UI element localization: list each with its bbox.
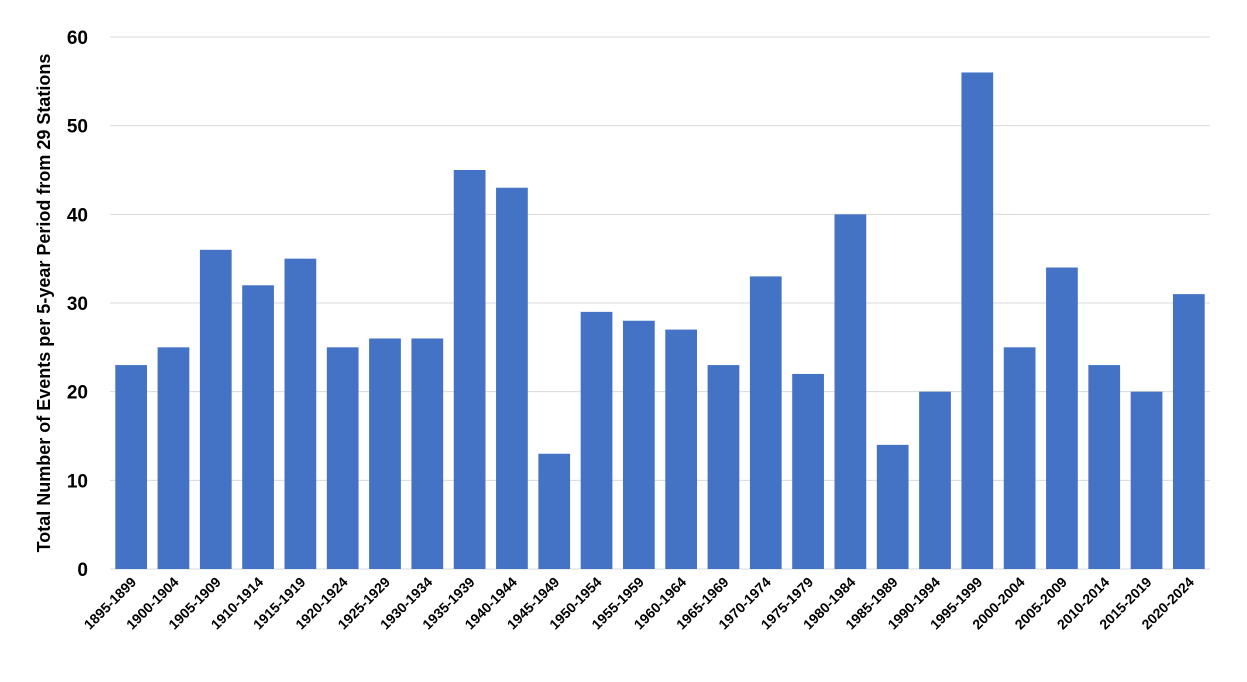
- bar-1945-1949: [538, 453, 571, 569]
- bar-2015-2019: [1130, 391, 1163, 569]
- bar-1975-1979: [792, 373, 824, 569]
- bar-1940-1944: [496, 187, 528, 569]
- gridlines: [110, 36, 1210, 570]
- bar-1930-1934: [411, 338, 444, 569]
- bar-1995-1999: [961, 72, 994, 569]
- bar-1965-1969: [707, 365, 740, 569]
- bar-1935-1939: [453, 170, 486, 569]
- bar-1970-1974: [749, 276, 782, 569]
- bar-1980-1984: [834, 214, 867, 570]
- y-tick-labels: 0 10 20 30 40 50 60: [67, 28, 88, 581]
- y-tick-label: 10: [67, 471, 88, 492]
- bar-1960-1964: [665, 329, 698, 569]
- bar-1905-1909: [199, 249, 232, 570]
- y-tick-label: 0: [77, 560, 88, 581]
- y-axis-label: Total Number of Events per 5-year Period…: [34, 54, 54, 553]
- bar-1900-1904: [157, 347, 190, 569]
- y-tick-label: 60: [67, 28, 88, 49]
- bar-1920-1924: [326, 347, 359, 569]
- bar-1955-1959: [622, 320, 655, 569]
- bar-2020-2024: [1172, 294, 1205, 569]
- bar-1985-1989: [876, 444, 909, 569]
- y-tick-label: 20: [67, 383, 88, 404]
- bar-1950-1954: [580, 311, 613, 569]
- bar-1910-1914: [242, 285, 274, 569]
- bar-1915-1919: [284, 258, 317, 569]
- bar-2005-2009: [1046, 267, 1078, 569]
- bar-2010-2014: [1088, 365, 1121, 569]
- bar-1990-1994: [919, 391, 951, 569]
- bar-2000-2004: [1003, 347, 1036, 569]
- y-tick-label: 30: [67, 294, 88, 315]
- bars: [115, 72, 1205, 570]
- bar-1895-1899: [115, 365, 148, 569]
- y-tick-label: 40: [67, 205, 88, 226]
- x-tick-labels: 1895-18991900-19041905-19091910-19141915…: [81, 574, 1197, 633]
- y-tick-label: 50: [67, 117, 88, 138]
- bar-1925-1929: [369, 338, 401, 569]
